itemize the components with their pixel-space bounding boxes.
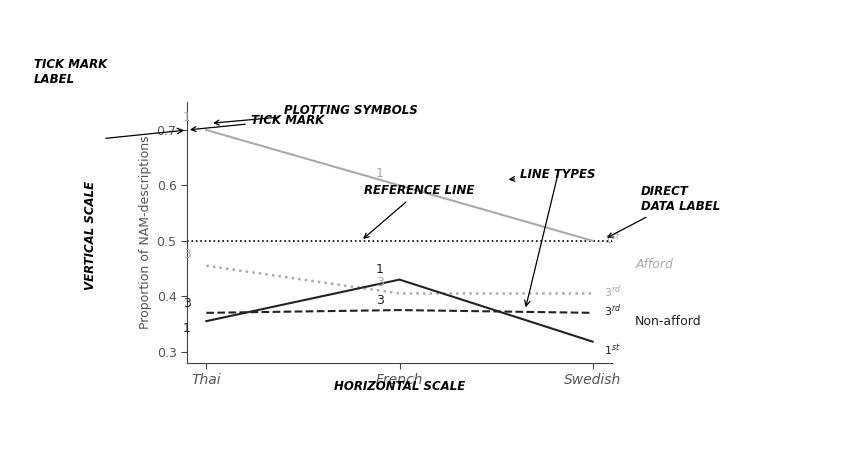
Text: VERTICAL SCALE: VERTICAL SCALE xyxy=(84,181,97,290)
Text: 1: 1 xyxy=(183,322,191,335)
Text: TICK MARK: TICK MARK xyxy=(191,113,324,132)
Text: REFERENCE LINE: REFERENCE LINE xyxy=(364,185,474,238)
Text: SCALE LABEL: SCALE LABEL xyxy=(0,464,1,465)
Text: 3$^{rd}$: 3$^{rd}$ xyxy=(604,303,621,319)
Y-axis label: Proportion of NAM-descriptions: Proportion of NAM-descriptions xyxy=(139,136,152,329)
Text: TICK MARK
LABEL: TICK MARK LABEL xyxy=(34,58,107,86)
Text: HORIZONTAL SCALE: HORIZONTAL SCALE xyxy=(334,380,465,393)
Text: LINE TYPES: LINE TYPES xyxy=(510,168,596,181)
Text: 3: 3 xyxy=(183,248,191,261)
Text: Afford: Afford xyxy=(635,258,673,271)
Text: 3: 3 xyxy=(377,276,384,289)
Text: 1$^{st}$: 1$^{st}$ xyxy=(604,232,620,247)
Text: Non-afford: Non-afford xyxy=(635,315,702,328)
Text: DATA LABEL: DATA LABEL xyxy=(0,464,1,465)
Text: 1$^{st}$: 1$^{st}$ xyxy=(604,343,620,359)
Text: PLOTTING SYMBOLS: PLOTTING SYMBOLS xyxy=(214,104,418,125)
Text: HIERARCHICAL
DATA LABEL: HIERARCHICAL DATA LABEL xyxy=(0,464,1,465)
Text: 1: 1 xyxy=(377,263,384,276)
Text: DIRECT
DATA LABEL: DIRECT DATA LABEL xyxy=(608,185,720,237)
Text: 3: 3 xyxy=(377,294,384,307)
Text: 3$^{rd}$: 3$^{rd}$ xyxy=(604,284,621,300)
Text: 3: 3 xyxy=(183,297,191,310)
Text: 1: 1 xyxy=(377,167,384,180)
Text: 1: 1 xyxy=(183,112,191,125)
